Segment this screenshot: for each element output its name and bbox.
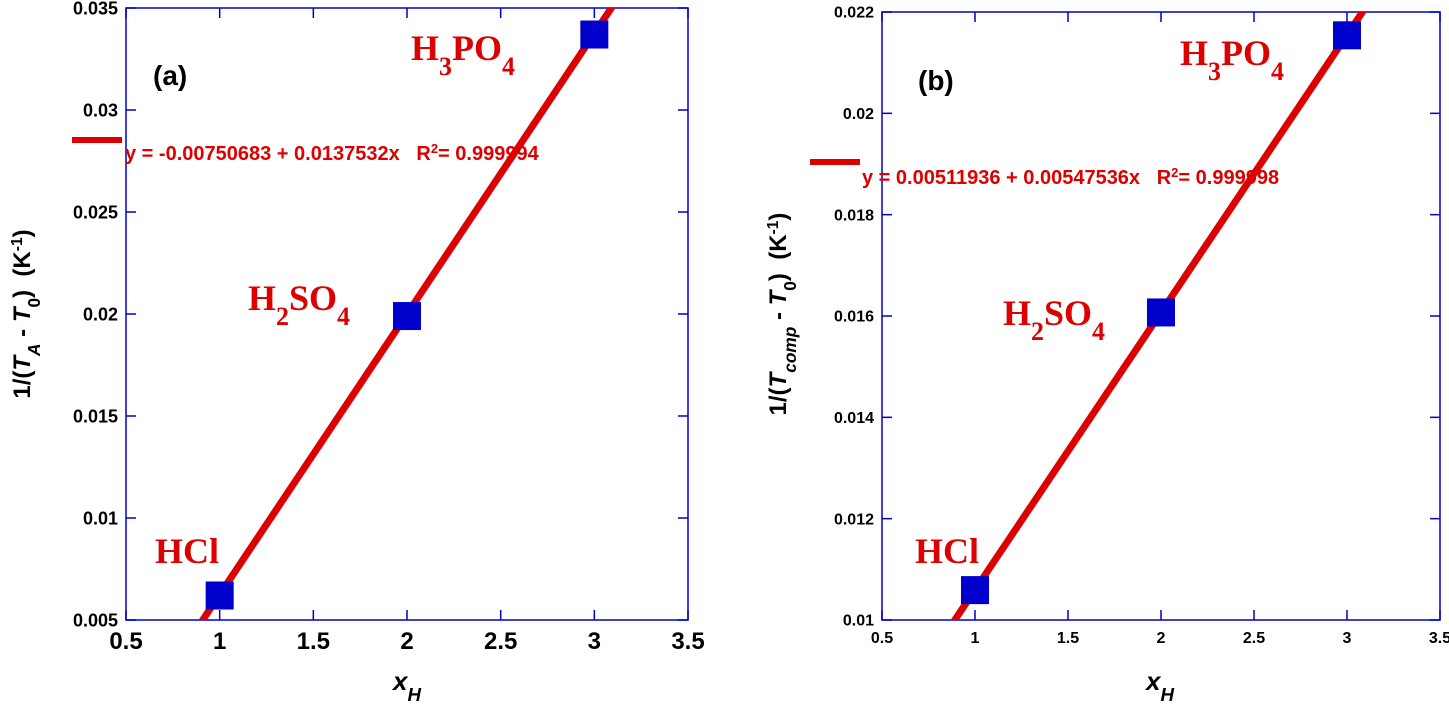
y-tick-label: 0.035 <box>73 0 118 18</box>
y-axis-label-part: - <box>9 322 36 343</box>
point-annotation-part: PO <box>452 28 502 68</box>
y-axis-label-part: T <box>765 370 792 387</box>
y-tick-label: 0.02 <box>83 304 118 324</box>
marker <box>1333 21 1361 50</box>
y-axis-label-part: 0 <box>24 298 44 308</box>
fit-equation-part: = 0.999994 <box>438 143 540 165</box>
marker <box>1147 298 1175 327</box>
plot-frame <box>125 7 689 621</box>
y-tick-label: 0.025 <box>73 202 118 222</box>
x-tick-label: 2.5 <box>1243 630 1265 647</box>
x-tick-label: 3.5 <box>1429 630 1449 647</box>
fit-equation-part: 2 <box>1171 165 1178 180</box>
y-tick-label: 0.03 <box>83 100 118 120</box>
x-axis-label: xH <box>391 666 421 705</box>
x-axis-label-part: x <box>1144 666 1162 696</box>
y-axis-label-part: ) (K <box>9 251 36 298</box>
y-tick-label: 0.012 <box>834 511 874 528</box>
y-tick-label: 0.014 <box>834 410 874 427</box>
x-axis-label-part: H <box>407 684 421 705</box>
point-annotation-part: HCl <box>155 531 219 571</box>
panel-label: (a) <box>153 60 187 91</box>
x-tick-label: 0.5 <box>871 630 893 647</box>
x-axis-label-part: H <box>1160 684 1174 705</box>
point-annotation-part: HCl <box>915 531 979 571</box>
marker <box>961 576 989 605</box>
y-tick-label: 0.01 <box>843 613 874 630</box>
y-tick-label: 0.01 <box>83 508 118 528</box>
point-annotation: HCl <box>915 531 979 571</box>
x-tick-label: 3 <box>1343 630 1352 647</box>
point-annotation-part: 2 <box>276 302 289 331</box>
x-tick-label: 1.5 <box>1057 630 1079 647</box>
fit-equation: y = -0.00750683 + 0.0137532x R2= 0.99999… <box>125 141 540 166</box>
x-tick-label: 2 <box>400 628 413 655</box>
point-annotation-part: 3 <box>439 52 452 81</box>
fit-equation-part: y = 0.00511936 + 0.00547536x R <box>862 167 1172 189</box>
point-annotation-part: H <box>248 278 276 318</box>
fit-equation: y = 0.00511936 + 0.00547536x R2= 0.99999… <box>862 165 1279 190</box>
x-tick-label: 3 <box>588 628 601 655</box>
y-tick-label: 0.022 <box>834 5 874 22</box>
y-axis-label-part: ) (K <box>765 234 792 281</box>
x-tick-label: 0.5 <box>109 628 142 655</box>
y-axis-label-part: - <box>765 305 792 326</box>
point-annotation-part: 4 <box>1271 57 1284 86</box>
point-annotation: H2SO4 <box>1003 293 1105 346</box>
y-tick-label: 0.005 <box>73 610 118 630</box>
y-axis-label-part: A <box>24 343 44 356</box>
y-axis-label-part: ) <box>9 229 36 237</box>
point-annotation-part: 4 <box>337 302 350 331</box>
y-axis-label-part: T <box>9 354 36 371</box>
x-tick-label: 2 <box>1157 630 1166 647</box>
y-axis-label-part: T <box>765 288 792 305</box>
x-tick-label: 1 <box>971 630 980 647</box>
x-tick-label: 1.5 <box>297 628 330 655</box>
y-axis-label-part: 1/( <box>9 371 36 399</box>
point-annotation-part: H <box>411 28 439 68</box>
marker <box>205 581 234 610</box>
point-annotation-part: 4 <box>1092 317 1105 346</box>
y-tick-label: 0.016 <box>834 309 874 326</box>
y-axis-label: 1/(Tcomp - T0) (K-1) <box>765 213 801 416</box>
point-annotation: H3PO4 <box>1180 33 1284 86</box>
fit-equation-part: 2 <box>431 141 438 156</box>
y-tick-label: 0.018 <box>834 207 874 224</box>
y-axis-label-part: comp <box>780 327 800 373</box>
point-annotation: HCl <box>155 531 219 571</box>
fit-equation-part: y = -0.00750683 + 0.0137532x R <box>125 143 431 165</box>
y-axis-label-part: -1 <box>765 220 782 234</box>
y-axis-label-part: 0 <box>780 281 800 291</box>
y-axis-label-part: ) <box>765 213 792 221</box>
point-annotation-part: SO <box>289 278 337 318</box>
point-annotation-part: SO <box>1044 293 1092 333</box>
point-annotation-part: H <box>1180 33 1208 73</box>
x-axis-label: xH <box>1144 666 1174 705</box>
point-annotation-part: H <box>1003 293 1031 333</box>
marker <box>580 20 609 49</box>
x-tick-label: 2.5 <box>484 628 517 655</box>
y-tick-label: 0.015 <box>73 406 118 426</box>
point-annotation-part: 3 <box>1208 57 1221 86</box>
y-axis-label-part: -1 <box>9 237 26 251</box>
point-annotation-part: 4 <box>502 52 515 81</box>
plot-frame <box>881 11 1441 621</box>
point-annotation-part: PO <box>1221 33 1271 73</box>
y-axis-label: 1/(TA - T0) (K-1) <box>9 229 45 398</box>
y-axis-label-part: T <box>9 305 36 322</box>
x-tick-label: 1 <box>213 628 226 655</box>
point-annotation: H3PO4 <box>411 28 515 81</box>
panel-label: (b) <box>918 65 954 96</box>
x-tick-label: 3.5 <box>671 628 704 655</box>
point-annotation-part: 2 <box>1031 317 1044 346</box>
fit-equation-part: = 0.999998 <box>1178 167 1279 189</box>
point-annotation: H2SO4 <box>248 278 350 331</box>
marker <box>393 302 421 331</box>
x-axis-label-part: x <box>391 666 409 696</box>
y-axis-label-part: 1/( <box>765 387 792 415</box>
y-tick-label: 0.02 <box>843 106 874 123</box>
